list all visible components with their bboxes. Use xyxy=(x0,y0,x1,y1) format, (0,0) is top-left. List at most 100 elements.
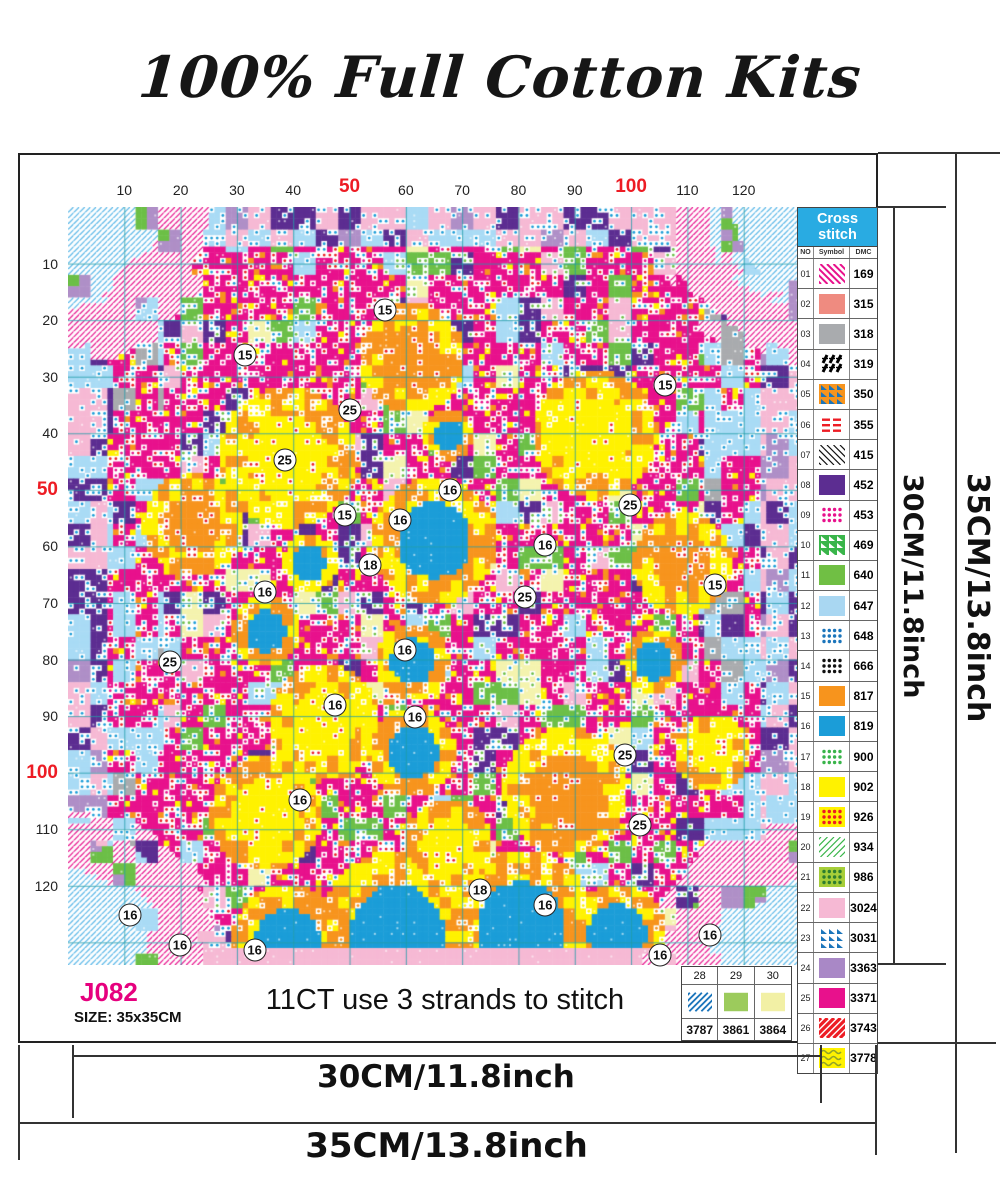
legend-row: 19 926 xyxy=(798,802,877,833)
chart-region-marker: 15 xyxy=(703,573,727,597)
legend-entry-dmc: 3024 xyxy=(850,900,877,915)
chart-region-marker: 16 xyxy=(698,923,722,947)
chart-region-marker: 18 xyxy=(468,878,492,902)
ruler-left-label: 120 xyxy=(34,877,58,894)
legend-entry-dmc: 453 xyxy=(853,508,874,523)
ruler-left-label: 50 xyxy=(36,478,58,500)
legend-entry-no: 20 xyxy=(798,832,814,862)
ruler-top-label: 110 xyxy=(676,182,699,198)
extra-table-header-row: 28 29 30 xyxy=(682,967,791,985)
legend-entry-dmc: 640 xyxy=(853,568,874,583)
legend-entry-no: 27 xyxy=(798,1043,814,1074)
chart-marker-layer: 15 15 15 25 25 16 16 25 15 18 16 25 16 15 25 16 16 16 25 16… xyxy=(68,207,800,967)
legend-row: 23 3031 xyxy=(798,923,877,954)
legend-row: 02 315 xyxy=(798,289,877,320)
extra-entry-no: 29 xyxy=(718,967,755,985)
legend-entry-symbol xyxy=(814,711,850,741)
ruler-left-label: 100 xyxy=(26,761,58,783)
chart-region-marker: 16 xyxy=(243,938,267,962)
dim-tick-inner-top xyxy=(878,206,946,208)
legend-entry-symbol xyxy=(814,923,850,953)
chart-region-marker: 16 xyxy=(533,533,557,557)
legend-entry-no: 26 xyxy=(798,1013,814,1043)
legend-entry-symbol xyxy=(814,1043,850,1074)
legend-entry-symbol xyxy=(814,440,850,470)
legend-entry-symbol xyxy=(814,289,850,319)
legend-row: 13 648 xyxy=(798,621,877,652)
legend-entry-symbol xyxy=(814,500,850,530)
extra-entry-dmc: 3787 xyxy=(682,1019,719,1040)
extra-entry-symbol xyxy=(754,985,791,1019)
legend-entry-symbol xyxy=(814,862,850,892)
chart-region-marker: 16 xyxy=(118,903,142,927)
legend-entry-no: 18 xyxy=(798,772,814,802)
chart-region-marker: 15 xyxy=(373,298,397,322)
legend-entry-dmc: 452 xyxy=(853,477,874,492)
extra-table-symbol-row xyxy=(682,985,791,1019)
chart-region-marker: 16 xyxy=(403,705,427,729)
legend-row: 22 3024 xyxy=(798,892,877,924)
legend-entry-no: 24 xyxy=(798,953,814,983)
legend-entry-dmc: 926 xyxy=(853,809,874,824)
legend-entry-no: 03 xyxy=(798,319,814,349)
extra-entry-no: 28 xyxy=(682,967,719,985)
chart-region-marker: 25 xyxy=(513,585,537,609)
pattern-code: J082 xyxy=(80,977,138,1007)
chart-region-marker: 16 xyxy=(288,788,312,812)
dim-label-inner-height: 30CM/11.8inch xyxy=(897,473,928,699)
legend-entry-dmc: 934 xyxy=(853,840,874,855)
legend-entry-no: 08 xyxy=(798,470,814,500)
legend-entry-dmc: 350 xyxy=(853,387,874,402)
legend-row: 21 986 xyxy=(798,862,877,893)
legend-entry-dmc: 3743 xyxy=(850,1021,877,1036)
legend-entry-no: 02 xyxy=(798,289,814,319)
ruler-top: 10 20 30 40 50 60 70 80 90 100 110 120 xyxy=(68,170,800,202)
dim-tick-outer-bottom xyxy=(878,1042,996,1044)
extra-entry-dmc: 3864 xyxy=(759,1022,787,1037)
legend-entry-symbol xyxy=(814,802,850,832)
legend-rows: 01 169 02 315 03 318 04 319 05 350 06 355 07 415 08 452… xyxy=(798,259,877,1074)
legend-entry-no: 07 xyxy=(798,440,814,470)
extra-entry-dmc: 3861 xyxy=(718,1019,755,1040)
ruler-top-label: 100 xyxy=(615,176,647,197)
legend-entry-no: 16 xyxy=(798,711,814,741)
legend-row: 10 469 xyxy=(798,530,877,561)
legend-entry-dmc: 415 xyxy=(853,447,874,462)
extra-color-table: 28 29 30 3787 3861 3864 xyxy=(681,966,792,1041)
legend-entry-no: 25 xyxy=(798,983,814,1013)
ruler-left-label: 70 xyxy=(42,594,58,611)
chart-region-marker: 25 xyxy=(618,493,642,517)
legend-entry-symbol xyxy=(814,591,850,621)
chart-region-marker: 25 xyxy=(273,448,297,472)
legend-entry-symbol xyxy=(814,319,850,349)
legend-entry-no: 12 xyxy=(798,591,814,621)
legend-entry-no: 14 xyxy=(798,651,814,681)
legend-entry-symbol xyxy=(814,621,850,651)
chart-region-marker: 16 xyxy=(323,693,347,717)
legend-entry-dmc: 647 xyxy=(853,598,874,613)
ruler-left-label: 110 xyxy=(35,821,58,838)
legend-row: 03 318 xyxy=(798,319,877,350)
legend-entry-dmc: 3778 xyxy=(850,1051,877,1066)
legend-row: 20 934 xyxy=(798,832,877,863)
legend-row: 26 3743 xyxy=(798,1013,877,1044)
cross-stitch-chart: 15 15 15 25 25 16 16 25 15 18 16 25 16 15 25 16 16 16 25 16… xyxy=(68,207,800,967)
legend-entry-no: 11 xyxy=(798,560,814,591)
legend-entry-symbol xyxy=(814,953,850,983)
legend-entry-no: 09 xyxy=(798,500,814,530)
legend-row: 27 3778 xyxy=(798,1043,877,1074)
legend-entry-dmc: 986 xyxy=(853,870,874,885)
legend-entry-symbol xyxy=(814,892,850,923)
color-legend: Cross stitch NO Symbol DMC 01 169 02 315 03 3… xyxy=(797,207,878,1075)
chart-region-marker: 25 xyxy=(158,650,182,674)
chart-region-marker: 16 xyxy=(438,478,462,502)
dim-tick-bottom-inner-left xyxy=(72,1045,74,1118)
legend-row: 08 452 xyxy=(798,470,877,501)
pattern-canvas xyxy=(68,207,800,965)
legend-entry-symbol xyxy=(814,530,850,560)
legend-row: 15 817 xyxy=(798,681,877,712)
legend-entry-symbol xyxy=(814,349,850,379)
ruler-left-label: 30 xyxy=(42,368,58,385)
chart-region-marker: 25 xyxy=(628,813,652,837)
chart-region-marker: 16 xyxy=(648,943,672,967)
